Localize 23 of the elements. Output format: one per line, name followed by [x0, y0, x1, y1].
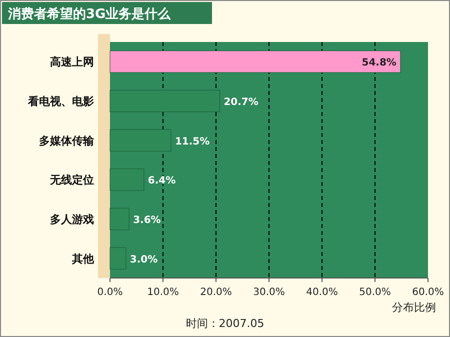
data-label: 6.4%: [148, 176, 176, 187]
x-tick-label: 30.0%: [253, 287, 285, 298]
bar: [110, 50, 401, 73]
x-tick-label: 50.0%: [359, 287, 391, 298]
y-tick-label: 无线定位: [49, 174, 94, 187]
data-label: 3.0%: [130, 254, 158, 266]
data-label: 3.6%: [133, 215, 161, 226]
data-label: 54.8%: [362, 58, 396, 69]
data-label: 20.7%: [224, 97, 258, 108]
data-label: 11.5%: [174, 136, 210, 148]
x-tick-label: 10.0%: [147, 287, 179, 298]
y-tick-label: 高速上网: [50, 56, 94, 69]
y-tick-label: 多媒体传输: [39, 134, 95, 148]
y-tick-label: 多人游戏: [50, 213, 94, 226]
y-tick-label: 其他: [71, 252, 95, 266]
x-tick-label: 40.0%: [306, 287, 338, 298]
x-tick-label: 60.0%: [412, 287, 444, 298]
chart-title: 消费者希望的3G业务是什么: [7, 6, 172, 22]
x-tick-label: 20.0%: [200, 287, 232, 298]
x-tick-label: 0.0%: [97, 287, 123, 298]
text: 时间：2007.05: [186, 317, 264, 330]
y-tick-label: 看电视、电影: [27, 95, 94, 108]
x-axis-title: 分布比例: [392, 301, 436, 314]
